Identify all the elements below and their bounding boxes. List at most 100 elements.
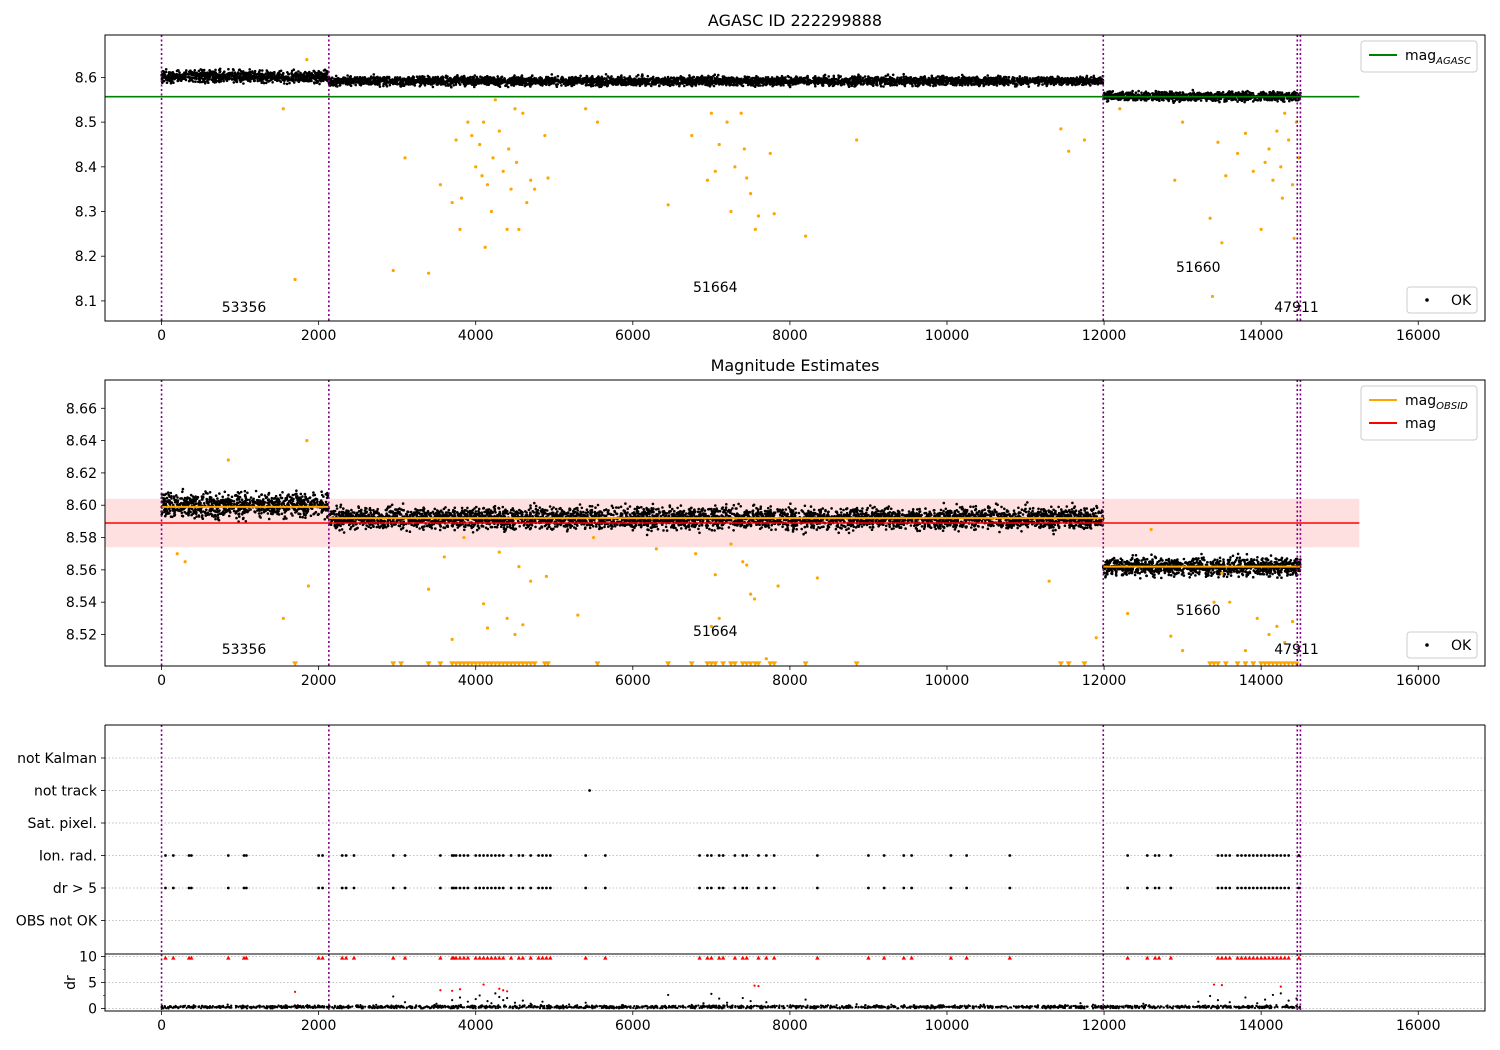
data-point: [275, 74, 279, 77]
data-point: [1075, 76, 1079, 79]
data-point: [828, 78, 831, 82]
data-point: [722, 75, 726, 78]
data-point: [162, 79, 166, 83]
data-point: [524, 82, 527, 85]
data-point: [599, 85, 603, 88]
data-point: [684, 78, 688, 82]
data-point: [299, 73, 303, 76]
data-point: [388, 83, 392, 87]
data-point: [283, 79, 286, 82]
data-point: [889, 83, 892, 86]
data-point: [284, 75, 288, 78]
data-point: [621, 78, 625, 82]
data-point: [915, 77, 919, 81]
data-point: [1005, 81, 1008, 84]
data-point: [1051, 77, 1055, 80]
data-point: [250, 75, 254, 79]
data-point: [209, 70, 213, 73]
data-point: [255, 73, 258, 77]
data-point: [842, 83, 846, 86]
data-point: [239, 79, 243, 83]
data-point: [1093, 82, 1096, 86]
data-point: [884, 74, 887, 78]
data-point: [882, 76, 885, 79]
data-point: [850, 84, 853, 88]
data-point: [827, 84, 831, 88]
data-point: [287, 73, 290, 76]
data-point: [605, 84, 609, 88]
data-point: [1078, 76, 1082, 79]
data-point: [1013, 76, 1016, 80]
data-point: [784, 78, 787, 82]
data-point: [680, 79, 683, 82]
data-point: [935, 79, 938, 82]
data-point: [595, 76, 599, 80]
data-point: [242, 71, 245, 74]
data-point: [488, 75, 492, 79]
data-point: [202, 68, 206, 72]
data-point: [199, 73, 202, 77]
data-point: [253, 79, 256, 83]
data-point: [608, 81, 612, 85]
data-point: [584, 83, 588, 87]
data-point: [871, 84, 875, 87]
data-point: [646, 74, 650, 78]
data-point: [794, 81, 797, 84]
data-point: [302, 72, 306, 76]
data-point: [814, 84, 817, 88]
data-point: [867, 76, 871, 79]
data-point: [177, 74, 181, 77]
data-point: [266, 76, 269, 80]
data-point: [257, 70, 261, 74]
data-point: [222, 79, 225, 83]
data-point: [273, 75, 277, 79]
data-point: [635, 79, 639, 82]
data-point: [230, 73, 234, 76]
data-point: [938, 83, 941, 86]
data-point: [628, 75, 632, 78]
data-point: [306, 79, 310, 82]
data-point: [316, 79, 319, 83]
data-point: [529, 76, 532, 80]
data-point: [398, 76, 402, 79]
data-point: [543, 78, 546, 82]
data-point: [1074, 83, 1077, 87]
data-point: [491, 77, 495, 81]
data-point: [644, 84, 647, 87]
data-point: [468, 76, 472, 79]
data-point: [945, 76, 948, 80]
data-point: [503, 77, 506, 80]
data-point: [1052, 79, 1056, 82]
data-point: [622, 83, 626, 86]
data-point: [567, 76, 571, 79]
data-point: [218, 68, 221, 72]
data-point: [923, 75, 926, 78]
data-point: [640, 81, 644, 85]
data-point: [325, 70, 329, 74]
data-point: [232, 81, 236, 84]
data-point: [439, 78, 442, 81]
data-point: [223, 70, 226, 73]
data-point: [846, 78, 849, 82]
data-point: [955, 79, 959, 83]
data-point: [510, 83, 513, 87]
data-point: [861, 76, 865, 80]
data-point: [731, 83, 735, 87]
data-point: [520, 75, 523, 78]
data-point: [346, 83, 350, 86]
data-point: [886, 73, 890, 76]
data-point: [743, 75, 747, 78]
data-point: [292, 81, 296, 84]
data-point: [1041, 83, 1044, 86]
data-point: [987, 76, 991, 80]
data-point: [385, 83, 388, 86]
data-point: [610, 75, 613, 78]
data-point: [545, 75, 549, 79]
data-point: [419, 79, 422, 82]
data-point: [1085, 78, 1089, 81]
data-point: [266, 72, 269, 75]
data-point: [599, 78, 603, 81]
data-point: [531, 74, 534, 77]
data-point: [346, 74, 349, 77]
data-point: [1089, 84, 1092, 87]
